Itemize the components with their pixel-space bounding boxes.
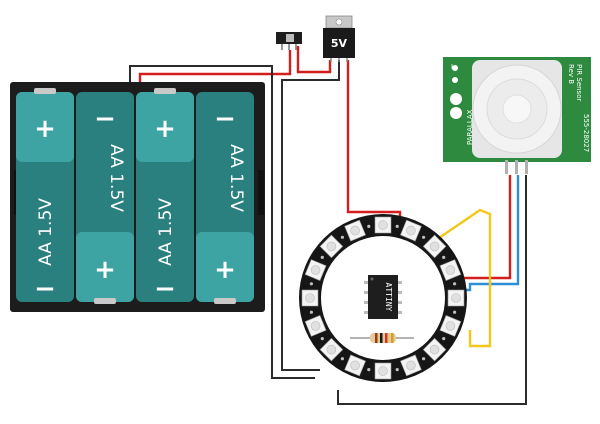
led-pad (422, 357, 426, 361)
led-pad (422, 235, 426, 239)
cell-1-bottom-sign: − (34, 274, 56, 304)
slide-switch (276, 32, 302, 50)
led-pad (367, 224, 371, 228)
pir-part: 555-28027 (582, 114, 590, 152)
battery-cell-3: + − AA 1.5V (136, 88, 194, 304)
battery-pack: + − AA 1.5V − + AA 1.5V + − AA 1.5V (10, 82, 265, 312)
pir-name: PIR Sensor (575, 64, 583, 101)
resistor (350, 333, 414, 343)
battery-cell-2: − + AA 1.5V (76, 92, 134, 304)
led-pixel (374, 362, 392, 380)
led-pixel (374, 216, 392, 234)
cell-2-label: AA 1.5V (106, 144, 126, 212)
led-pad (453, 310, 457, 314)
led-pad (367, 368, 371, 372)
cell-3-label: AA 1.5V (156, 198, 176, 266)
pir-brand: PARALLAX (466, 109, 474, 145)
wire-pir-ground (337, 175, 527, 405)
cell-4-top-sign: − (214, 104, 236, 134)
cell-2-bottom-sign: + (94, 255, 116, 285)
led-pad (320, 337, 324, 341)
wire-data-yellow (435, 208, 492, 348)
led-pixel (301, 289, 319, 307)
cell-3-bottom-sign: − (154, 274, 176, 304)
wire-battery-positive (138, 50, 292, 82)
chip-label: ATTINY (384, 283, 393, 312)
led-pixel (344, 354, 366, 377)
led-pad (309, 282, 313, 286)
regulator-label: 5V (331, 37, 348, 50)
led-pad (395, 368, 399, 372)
led-pixel (319, 234, 344, 259)
wire-switch-to-regulator (296, 46, 332, 74)
led-pad (395, 224, 399, 228)
led-pad (320, 255, 324, 259)
led-pixel (422, 234, 447, 259)
attiny-chip: ATTINY (364, 275, 402, 319)
led-pixel (304, 315, 327, 337)
cell-2-top-sign: − (94, 104, 116, 134)
wire-regulator-ground (281, 60, 340, 371)
led-ring-pixels (301, 216, 465, 380)
led-pad (442, 337, 446, 341)
led-pad (309, 310, 313, 314)
battery-cell-1: + − AA 1.5V (16, 88, 74, 304)
cell-1-top-sign: + (34, 114, 56, 144)
pir-sensor: L PARALLAX PIR Sensor Rev B 555-28027 (443, 57, 591, 174)
pir-pin-l: L (451, 63, 455, 71)
battery-cell-4: − + AA 1.5V (196, 92, 254, 304)
led-pixel (344, 219, 366, 242)
led-pixel (319, 337, 344, 362)
led-pad (340, 235, 344, 239)
led-pixel (447, 289, 465, 307)
voltage-regulator: 5V (323, 15, 355, 62)
led-pixel (400, 219, 422, 242)
cell-3-top-sign: + (154, 114, 176, 144)
cell-4-bottom-sign: + (214, 255, 236, 285)
led-pixel (439, 259, 462, 281)
led-pixel (422, 337, 447, 362)
led-pixel (439, 315, 462, 337)
cell-4-label: AA 1.5V (226, 144, 246, 212)
cell-1-label: AA 1.5V (36, 198, 56, 266)
led-pad (442, 255, 446, 259)
led-pad (340, 357, 344, 361)
led-pad (453, 282, 457, 286)
pir-rev: Rev B (567, 64, 575, 84)
wire-battery-negative (129, 65, 315, 379)
led-pixel (304, 259, 327, 281)
led-pixel (400, 354, 422, 377)
